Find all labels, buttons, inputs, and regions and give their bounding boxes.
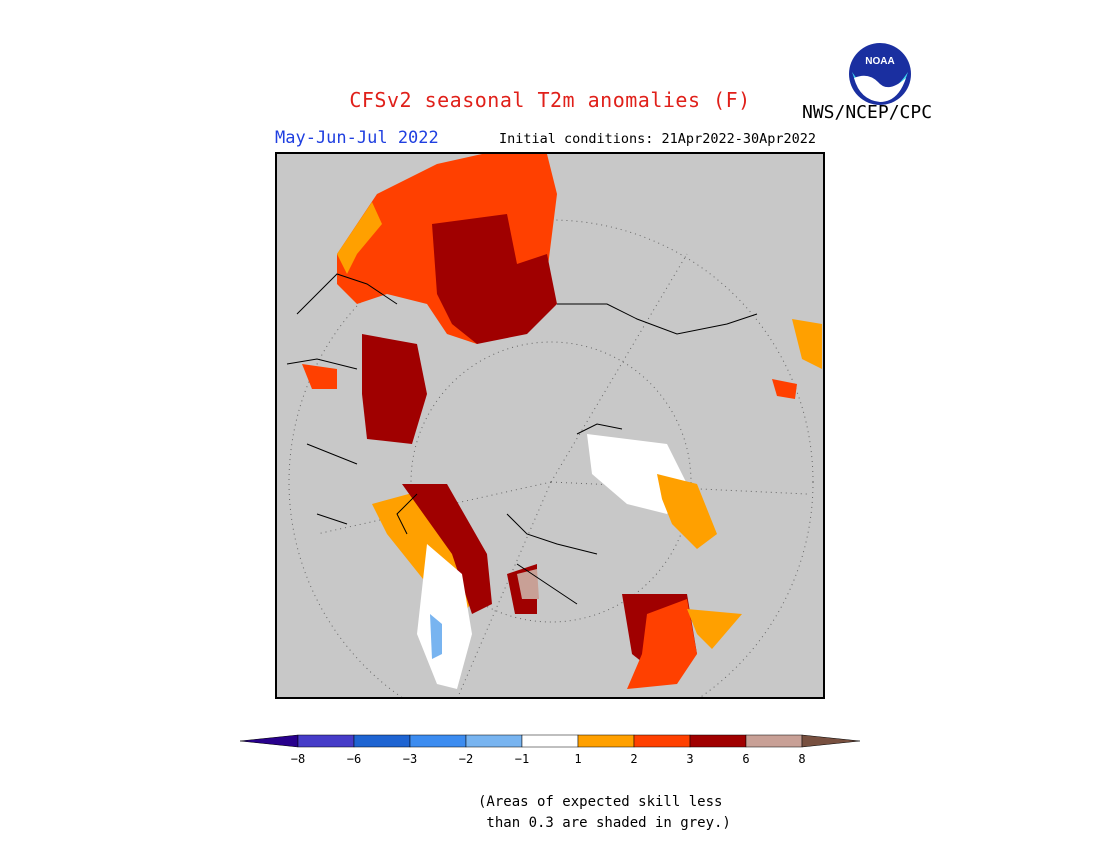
colorbar-tick-label: −8 [290, 752, 306, 766]
colorbar-segment [689, 734, 747, 748]
anomaly-region-asia-neg-1-2 [430, 614, 442, 659]
colorbar-tick-label: −6 [346, 752, 362, 766]
greenland-rim-1-2 [657, 474, 717, 549]
polar-grid-circle [288, 219, 814, 697]
skill-footnote-line1: (Areas of expected skill less [478, 794, 723, 810]
polar-grid-circle-inner [410, 341, 692, 623]
anomaly-region-asia-white [417, 544, 472, 689]
anomaly-region-siberia-1-2 [337, 202, 382, 274]
colorbar-tick-label: 8 [798, 752, 806, 766]
colorbar-tick-label: 6 [742, 752, 750, 766]
colorbar-tick-label: 1 [574, 752, 582, 766]
colorbar-tick-label: 2 [630, 752, 638, 766]
colorbar-tick-label: −3 [402, 752, 418, 766]
colorbar-segment [353, 734, 411, 748]
skill-footnote: (Areas of expected skill less than 0.3 a… [478, 792, 731, 834]
org-label: NWS/NCEP/CPC [802, 102, 933, 123]
colorbar-low-arrow [239, 734, 299, 748]
colorbar-high-arrow [801, 734, 861, 748]
colorbar-tick-label: 3 [686, 752, 694, 766]
colorbar-tick-label: −1 [514, 752, 530, 766]
skill-footnote-line2: than 0.3 are shaded in grey.) [478, 815, 731, 831]
anomaly-region-europe-2-3 [302, 364, 337, 389]
colorbar-segments [297, 734, 803, 748]
colorbar-segment [297, 734, 355, 748]
anomaly-region-scandinavia-2-3 [772, 379, 797, 399]
season-label: May-Jun-Jul 2022 [275, 128, 439, 148]
polar-map [275, 152, 825, 699]
colorbar-tick-label: −2 [458, 752, 474, 766]
anomaly-region-scandinavia-1-2 [792, 319, 822, 369]
anomaly-region-hudson-1-2 [687, 609, 742, 649]
anomaly-region-north-america-2-3 [627, 599, 697, 689]
anomaly-region-asia-3-6 [402, 484, 492, 614]
map-title: CFSv2 seasonal T2m anomalies (F) [349, 88, 751, 112]
colorbar-segment [409, 734, 467, 748]
colorbar-segment [521, 734, 579, 748]
anomaly-region-siberia-3-6 [432, 214, 557, 344]
anomaly-region-ural-3-6 [362, 334, 427, 444]
noaa-logo-icon: NOAA [848, 42, 912, 106]
colorbar [239, 733, 862, 773]
noaa-logo-text: NOAA [865, 56, 894, 67]
colorbar-segment [633, 734, 691, 748]
initial-conditions-label: Initial conditions: 21Apr2022-30Apr2022 [499, 131, 816, 147]
coastline [286, 273, 758, 605]
colorbar-segment [465, 734, 523, 748]
anomaly-region-alaska-6-8 [517, 569, 539, 599]
colorbar-segment [577, 734, 635, 748]
colorbar-segment [745, 734, 803, 748]
